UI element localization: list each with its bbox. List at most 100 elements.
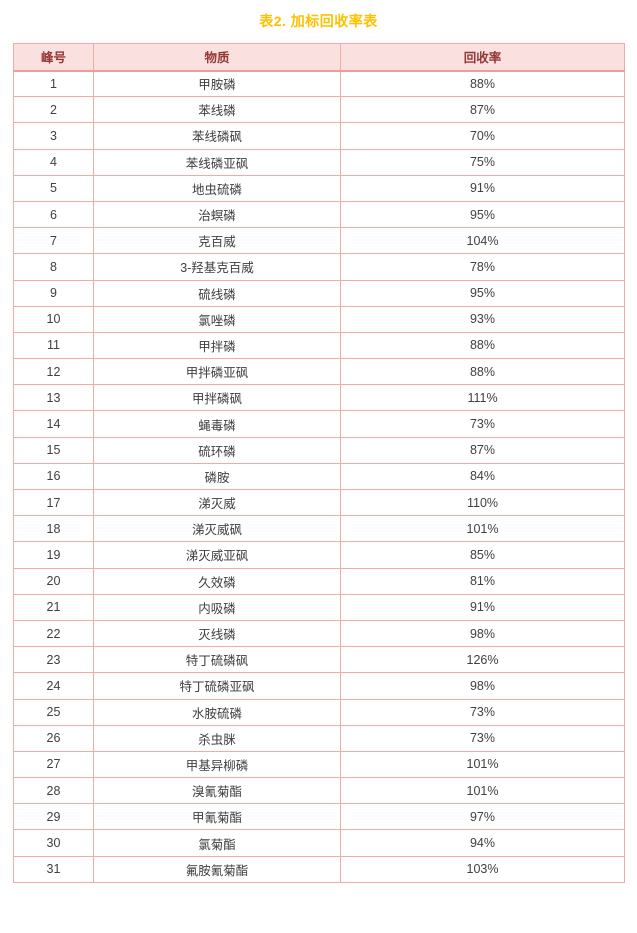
table-row: 30 氯菊酯 94%	[13, 829, 625, 857]
table-row: 25 水胺硫磷 73%	[13, 698, 625, 726]
substance-cell: 杀虫脒	[93, 724, 341, 752]
table-row: 9 硫线磷 95%	[13, 279, 625, 307]
peak-number-cell: 11	[13, 331, 94, 360]
table-row: 6 治螟磷 95%	[13, 200, 625, 229]
recovery-rate-cell: 70%	[340, 122, 625, 150]
substance-cell: 溴氰菊酯	[93, 777, 341, 805]
peak-number-cell: 20	[13, 567, 94, 595]
table-row: 8 3-羟基克百威 78%	[13, 253, 625, 281]
recovery-rate-cell: 110%	[340, 488, 625, 517]
table-row: 10 氯唑磷 93%	[13, 305, 625, 333]
substance-cell: 甲氰菊酯	[93, 803, 341, 831]
table-row: 20 久效磷 81%	[13, 567, 625, 595]
recovery-rate-cell: 75%	[340, 148, 625, 176]
recovery-rate-cell: 88%	[340, 69, 625, 98]
table-row: 31 氟胺氰菊酯 103%	[13, 855, 625, 883]
recovery-rate-cell: 95%	[340, 200, 625, 229]
substance-cell: 硫环磷	[93, 436, 341, 464]
column-header-peak-number: 峰号	[13, 43, 94, 72]
recovery-rate-cell: 81%	[340, 567, 625, 595]
peak-number-cell: 21	[13, 593, 94, 621]
column-header-substance: 物质	[93, 43, 341, 72]
recovery-rate-cell: 73%	[340, 698, 625, 726]
recovery-rate-cell: 88%	[340, 331, 625, 360]
peak-number-cell: 4	[13, 148, 94, 176]
recovery-rate-cell: 84%	[340, 462, 625, 491]
peak-number-cell: 27	[13, 750, 94, 779]
recovery-rate-cell: 101%	[340, 750, 625, 779]
substance-cell: 水胺硫磷	[93, 698, 341, 726]
recovery-rate-cell: 101%	[340, 777, 625, 805]
table-row: 22 灭线磷 98%	[13, 619, 625, 648]
substance-cell: 硫线磷	[93, 279, 341, 307]
table-row: 11 甲拌磷 88%	[13, 331, 625, 360]
peak-number-cell: 19	[13, 541, 94, 569]
peak-number-cell: 8	[13, 253, 94, 281]
peak-number-cell: 23	[13, 646, 94, 674]
peak-number-cell: 16	[13, 462, 94, 491]
peak-number-cell: 14	[13, 410, 94, 438]
recovery-rate-cell: 126%	[340, 646, 625, 674]
table-row: 17 涕灭威 110%	[13, 488, 625, 517]
table-row: 1 甲胺磷 88%	[13, 69, 625, 98]
table-row: 3 苯线磷砜 70%	[13, 122, 625, 150]
peak-number-cell: 22	[13, 619, 94, 648]
substance-cell: 甲基异柳磷	[93, 750, 341, 779]
recovery-rate-cell: 111%	[340, 384, 625, 412]
substance-cell: 氯唑磷	[93, 305, 341, 333]
peak-number-cell: 12	[13, 358, 94, 386]
table-row: 12 甲拌磷亚砜 88%	[13, 358, 625, 386]
recovery-rate-cell: 87%	[340, 436, 625, 464]
peak-number-cell: 30	[13, 829, 94, 857]
recovery-rate-cell: 94%	[340, 829, 625, 857]
peak-number-cell: 7	[13, 227, 94, 255]
recovery-rate-cell: 78%	[340, 253, 625, 281]
substance-cell: 涕灭威	[93, 488, 341, 517]
substance-cell: 甲胺磷	[93, 69, 341, 98]
peak-number-cell: 5	[13, 174, 94, 202]
peak-number-cell: 9	[13, 279, 94, 307]
substance-cell: 蝇毒磷	[93, 410, 341, 438]
peak-number-cell: 25	[13, 698, 94, 726]
substance-cell: 涕灭威亚砜	[93, 541, 341, 569]
peak-number-cell: 1	[13, 69, 94, 98]
substance-cell: 克百威	[93, 227, 341, 255]
table-row: 4 苯线磷亚砜 75%	[13, 148, 625, 176]
recovery-rate-cell: 73%	[340, 410, 625, 438]
table-row: 26 杀虫脒 73%	[13, 724, 625, 752]
recovery-rate-cell: 91%	[340, 593, 625, 621]
substance-cell: 特丁硫磷砜	[93, 646, 341, 674]
peak-number-cell: 10	[13, 305, 94, 333]
table-row: 18 涕灭威砜 101%	[13, 515, 625, 543]
recovery-rate-cell: 87%	[340, 96, 625, 124]
table-row: 13 甲拌磷砜 111%	[13, 384, 625, 412]
substance-cell: 苯线磷亚砜	[93, 148, 341, 176]
recovery-rate-cell: 98%	[340, 619, 625, 648]
substance-cell: 地虫硫磷	[93, 174, 341, 202]
substance-cell: 磷胺	[93, 462, 341, 491]
table-header-row: 峰号 物质 回收率	[13, 43, 625, 72]
recovery-rate-cell: 103%	[340, 855, 625, 883]
peak-number-cell: 29	[13, 803, 94, 831]
peak-number-cell: 6	[13, 200, 94, 229]
substance-cell: 3-羟基克百威	[93, 253, 341, 281]
substance-cell: 氯菊酯	[93, 829, 341, 857]
substance-cell: 甲拌磷	[93, 331, 341, 360]
substance-cell: 特丁硫磷亚砜	[93, 672, 341, 700]
peak-number-cell: 2	[13, 96, 94, 124]
recovery-rate-cell: 93%	[340, 305, 625, 333]
substance-cell: 内吸磷	[93, 593, 341, 621]
substance-cell: 久效磷	[93, 567, 341, 595]
recovery-rate-cell: 97%	[340, 803, 625, 831]
table-row: 19 涕灭威亚砜 85%	[13, 541, 625, 569]
table-row: 29 甲氰菊酯 97%	[13, 803, 625, 831]
substance-cell: 甲拌磷砜	[93, 384, 341, 412]
table-row: 5 地虫硫磷 91%	[13, 174, 625, 202]
substance-cell: 灭线磷	[93, 619, 341, 648]
table-row: 2 苯线磷 87%	[13, 96, 625, 124]
peak-number-cell: 28	[13, 777, 94, 805]
recovery-rate-cell: 104%	[340, 227, 625, 255]
table-row: 21 内吸磷 91%	[13, 593, 625, 621]
table-row: 23 特丁硫磷砜 126%	[13, 646, 625, 674]
